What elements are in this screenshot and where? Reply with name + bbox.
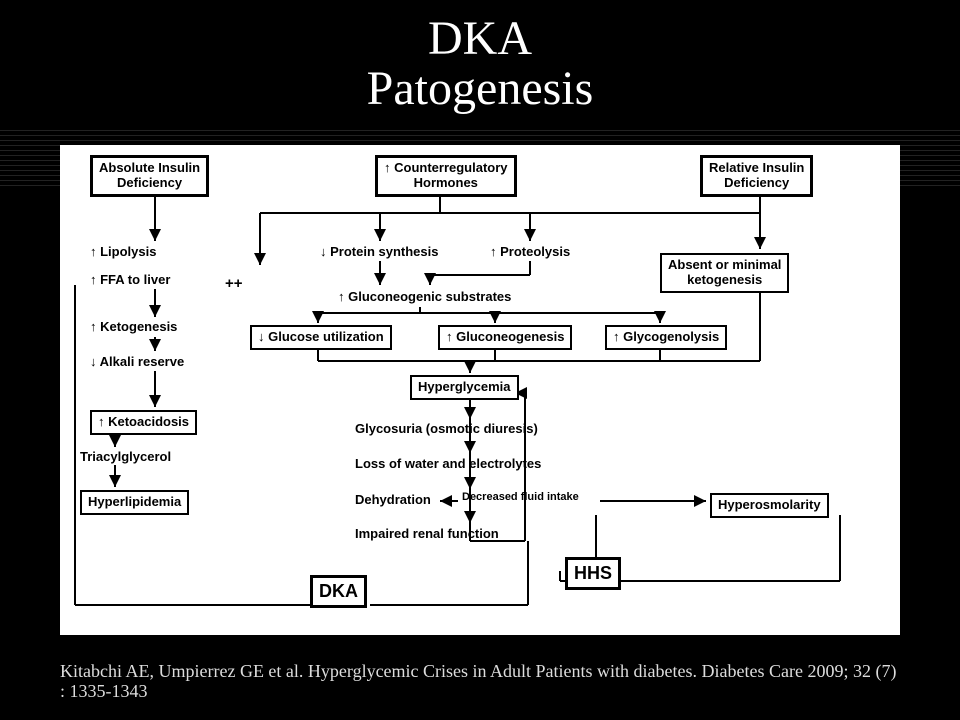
node-hhs: HHS [565,557,621,590]
node-dka: DKA [310,575,367,608]
title-line-1: DKA [428,12,532,65]
node-hyperosm: Hyperosmolarity [710,493,829,518]
node-imprenal: Impaired renal function [355,527,499,542]
node-glycogen: ↑ Glycogenolysis [605,325,727,350]
slide: DKA Patogenesis Absolute InsulinDeficien… [0,0,960,720]
slide-title: DKA Patogenesis [0,14,960,115]
node-decint: Decreased fluid intake [462,491,579,504]
node-relins: Relative InsulinDeficiency [700,155,813,197]
node-losswe: Loss of water and electrolytes [355,457,541,472]
node-protsyn: ↓ Protein synthesis [320,245,438,260]
node-dehyd: Dehydration [355,493,431,508]
node-ketoacid: ↑ Ketoacidosis [90,410,197,435]
node-glucutil: ↓ Glucose utilization [250,325,392,350]
citation: Kitabchi AE, Umpierrez GE et al. Hypergl… [60,661,900,702]
node-ketogen: ↑ Ketogenesis [90,320,177,335]
node-hyperglyc: Hyperglycemia [410,375,519,400]
node-hyperlip: Hyperlipidemia [80,490,189,515]
node-counter: ↑ CounterregulatoryHormones [375,155,517,197]
node-lipo: ↑ Lipolysis [90,245,156,260]
title-line-2: Patogenesis [367,62,594,115]
node-gluconeo: ↑ Gluconeogenesis [438,325,572,350]
node-pp: ++ [225,275,243,292]
node-alkali: ↓ Alkali reserve [90,355,184,370]
node-triacyl: Triacylglycerol [80,450,171,465]
node-absketo: Absent or minimalketogenesis [660,253,789,293]
node-gluneo_sub: ↑ Gluconeogenic substrates [338,290,511,305]
node-ffaliver: ↑ FFA to liver [90,273,170,288]
flowchart: Absolute InsulinDeficiency ↑ Counterregul… [60,145,900,635]
node-glycos: Glycosuria (osmotic diuresis) [355,422,538,437]
node-proteo: ↑ Proteolysis [490,245,570,260]
node-absins: Absolute InsulinDeficiency [90,155,209,197]
